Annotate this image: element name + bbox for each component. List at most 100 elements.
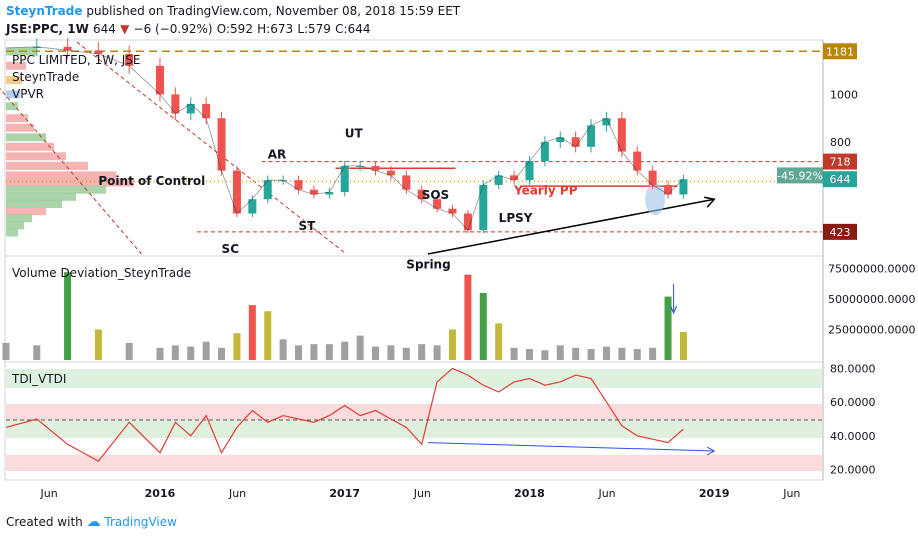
volume-bar-33 [587,349,595,360]
candle-body-33 [587,125,596,147]
tdi-upper-band [6,369,822,388]
candle-body-31 [556,137,565,143]
tdi-tick-1: 60.0000 [830,396,876,409]
volume-bar-22 [418,344,426,360]
annotation-st: ST [299,219,317,233]
price-tag-bg-0 [823,43,857,60]
x-tick-label-5: 2018 [514,487,545,500]
x-tick-label-4: Jun [413,487,431,500]
annotation-yearly-pp: Yearly PP [513,183,578,197]
volume-bar-29 [525,349,533,360]
vpvr-row-12 [6,178,134,187]
vpvr-row-14 [6,192,76,201]
tdi-upper-mid-band [6,404,822,420]
volume-arrow-head [670,305,678,315]
percent-tag: -45.92% [777,169,823,182]
candle-body-6 [171,94,180,114]
volume-bar-38 [664,296,672,360]
vpvr-profile [6,47,134,237]
volume-bar-12 [264,311,272,360]
volume-tick-1: 50000000.0000 [828,293,915,306]
vpvr-row-15 [6,199,62,208]
volume-bar-3 [94,329,102,360]
x-tick-label-0: Jun [40,487,58,500]
candle-body-16 [325,192,334,195]
candle-body-32 [571,137,580,147]
axes-group: Jun 2016 Jun 2017 Jun 2018 Jun 2019 Jun 1000 800 11… [40,43,915,500]
vpvr-row-4 [6,102,18,111]
tdi-tick-2: 40.0000 [830,430,876,443]
tdi-line-group [5,367,716,462]
volume-bar-25 [464,274,472,360]
trend-arrow-line [427,198,715,255]
volume-bar-18 [356,335,364,360]
vpvr-row-5 [6,114,28,123]
created-with-label: Created with [6,515,83,529]
volume-bar-1 [33,345,41,360]
vpvr-row-2 [6,76,22,85]
x-tick-label-2: Jun [228,487,246,500]
tdi-lower-band [6,455,822,471]
high-value: H:673 [257,22,294,36]
candle-body-27 [494,175,503,185]
volume-bar-0 [2,342,10,360]
candle-body-17 [340,165,349,193]
candle-body-1 [32,46,41,48]
volume-tick-2: 25000000.0000 [828,324,915,337]
candle-body-38 [664,184,673,195]
annotation-spring: Spring [406,257,450,271]
volume-bar-2 [64,272,72,360]
volume-bar-30 [541,350,549,360]
close-value: C:644 [335,22,371,36]
volume-bar-36 [633,349,641,360]
x-tick-label-1: 2016 [145,487,176,500]
low-value: L:579 [297,22,331,36]
tdi-tick-0: 80.0000 [830,362,876,375]
candle-body-12 [263,180,272,200]
price-tag-bg-3 [823,223,857,240]
candle-body-4 [125,53,134,66]
price-change: −6 (−0.92%) [133,22,213,36]
price-tag-bg-2 [823,171,857,188]
candle-body-8 [202,103,211,119]
candle-body-25 [463,213,472,231]
vpvr-row-19 [6,228,18,237]
annotations-group: Point of Control AR UT SC ST SOS LPSY Spring Yea… [98,126,577,271]
volume-bar-16 [325,344,333,360]
volume-bar-15 [310,344,318,360]
close-line [5,46,684,231]
volume-bar-11 [248,305,256,360]
price-tag-1: 718 [830,156,851,169]
annotation-ar: AR [268,148,287,162]
tdi-panel-title: TDI_VTDI [11,372,66,386]
candle-body-23 [433,199,442,209]
candle-body-39 [679,179,688,195]
candles-group [5,38,688,234]
open-value: O:592 [216,22,253,36]
candle-body-29 [525,161,534,181]
volume-bar-8 [202,341,210,360]
price-tag-bg-1 [823,153,857,170]
vpvr-row-18 [6,221,24,230]
candle-body-14 [294,180,303,190]
candle-body-22 [417,189,426,200]
volume-bar-28 [510,347,518,360]
candle-body-15 [309,189,318,195]
candle-body-34 [602,118,611,126]
volume-bar-37 [649,347,657,360]
volume-bar-21 [402,347,410,360]
candle-body-28 [510,175,519,181]
author-link[interactable]: SteynTrade [6,4,83,18]
volume-bar-6 [171,345,179,360]
candle-body-35 [617,118,626,152]
volume-bar-27 [495,323,503,360]
tradingview-link[interactable]: TradingView [104,515,177,529]
vpvr-row-1 [6,61,26,70]
x-tick-label-8: Jun [782,487,800,500]
footer: Created with ☁ TradingView [6,514,177,530]
annotation-lpsy: LPSY [499,211,533,225]
x-tick-label-6: Jun [597,487,615,500]
tdi-divergence-arrowhead [706,446,716,456]
candle-body-24 [448,208,457,214]
